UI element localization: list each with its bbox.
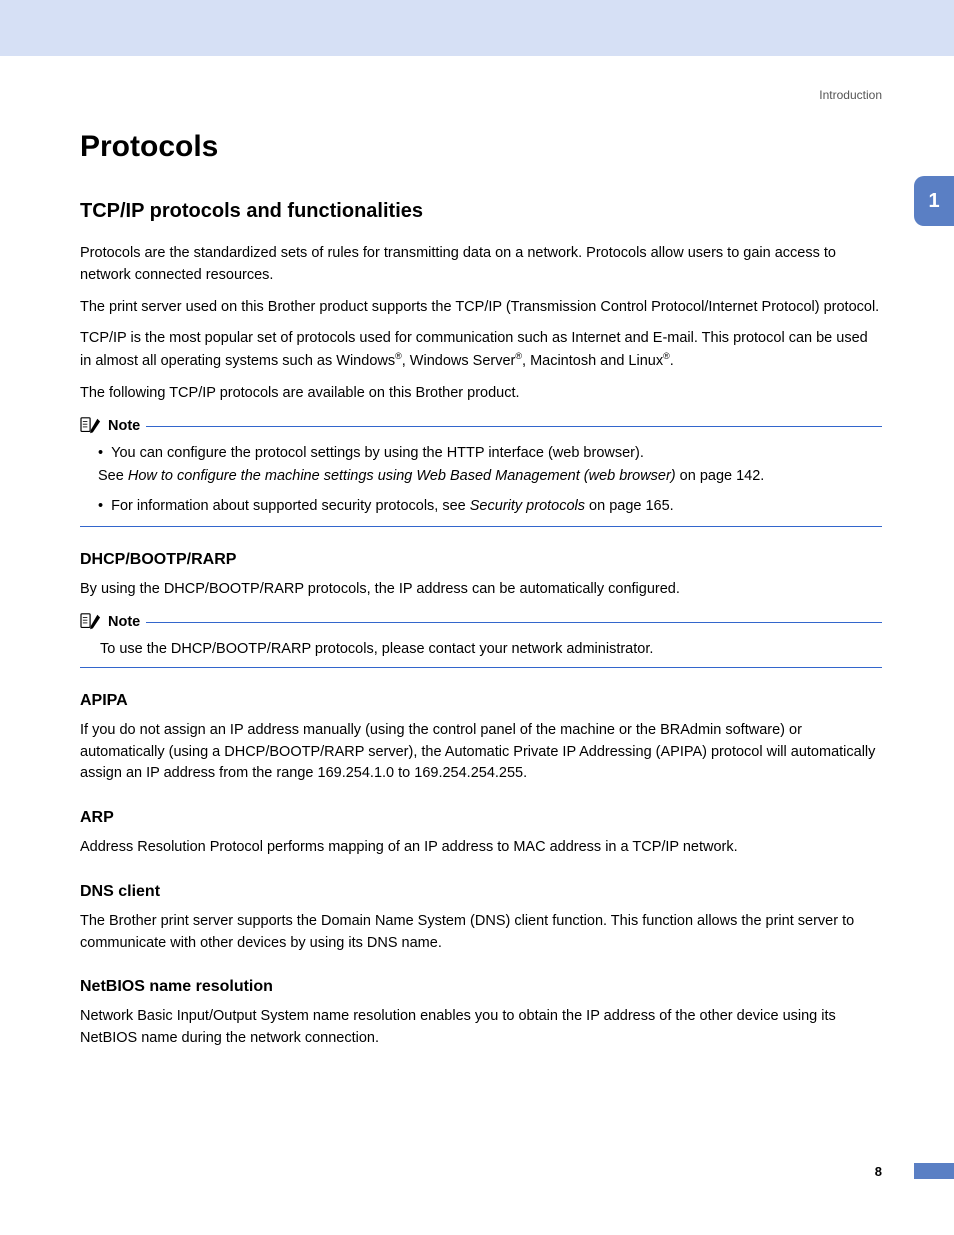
note1-bullet-2: For information about supported security… [98,495,882,517]
reg-mark: ® [395,351,402,361]
note-bottom-line [80,526,882,527]
page-header-section: Introduction [819,88,882,102]
note-header: Note [80,416,882,436]
note-block-2: Note To use the DHCP/BOOTP/RARP protocol… [80,612,882,667]
intro-paragraph-1: Protocols are the standardized sets of r… [80,243,882,287]
note-icon [80,416,102,436]
page-content: Protocols TCP/IP protocols and functiona… [0,130,954,1060]
intro-paragraph-3: TCP/IP is the most popular set of protoc… [80,328,882,372]
reg-mark: ® [663,351,670,361]
note-icon [80,612,102,632]
arp-heading: ARP [80,809,882,827]
note2-body: To use the DHCP/BOOTP/RARP protocols, pl… [80,638,882,660]
note1-b1-prefix: See [98,468,128,484]
intro-p3-c: , Macintosh and Linux [522,353,663,369]
note-label: Note [108,614,140,630]
arp-body: Address Resolution Protocol performs map… [80,837,882,859]
note-block-1: Note You can configure the protocol sett… [80,416,882,526]
note1-b1-italic: How to configure the machine settings us… [128,468,676,484]
note-header: Note [80,612,882,632]
note-bottom-line [80,667,882,668]
note-divider-line [146,622,882,623]
intro-paragraph-2: The print server used on this Brother pr… [80,297,882,319]
intro-p3-d: . [670,353,674,369]
dhcp-heading: DHCP/BOOTP/RARP [80,551,882,569]
netbios-heading: NetBIOS name resolution [80,978,882,996]
dhcp-body: By using the DHCP/BOOTP/RARP protocols, … [80,579,882,601]
netbios-body: Network Basic Input/Output System name r… [80,1006,882,1050]
note1-bullet-1: You can configure the protocol settings … [98,442,882,487]
dns-body: The Brother print server supports the Do… [80,911,882,955]
intro-paragraph-4: The following TCP/IP protocols are avail… [80,383,882,405]
note1-b2-prefix: For information about supported security… [111,498,470,514]
top-header-bar [0,0,954,56]
page-title: Protocols [80,130,882,164]
dns-heading: DNS client [80,883,882,901]
note1-b1-suffix: on page 142. [676,468,765,484]
note-body: You can configure the protocol settings … [80,442,882,517]
apipa-heading: APIPA [80,692,882,710]
note1-b2-suffix: on page 165. [585,498,674,514]
note-label: Note [108,418,140,434]
note-divider-line [146,426,882,427]
intro-p3-b: , Windows Server [402,353,516,369]
note1-b2-italic: Security protocols [470,498,585,514]
section-subtitle: TCP/IP protocols and functionalities [80,200,882,223]
apipa-body: If you do not assign an IP address manua… [80,720,882,785]
note1-b1-line1: You can configure the protocol settings … [111,445,644,461]
page-number: 8 [875,1164,882,1179]
page-accent-bar [914,1163,954,1179]
